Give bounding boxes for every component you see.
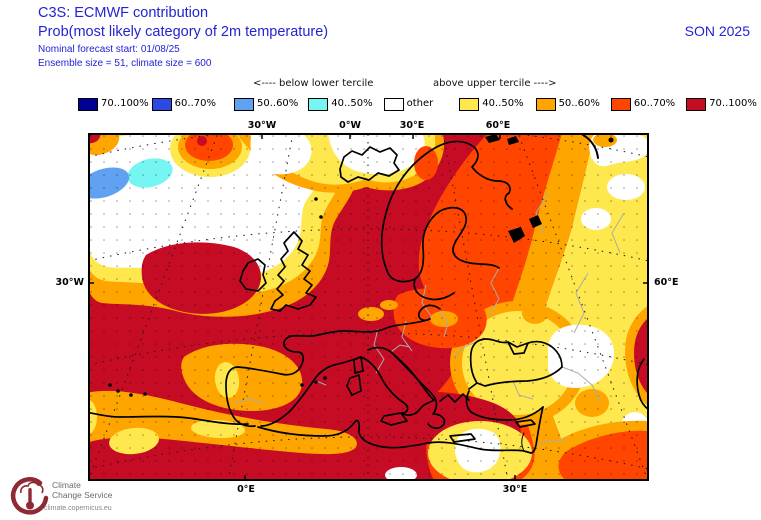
axis-label-bottom-0e: 0°E (237, 484, 255, 495)
lakes-and-islands (108, 134, 542, 397)
axis-label-bottom-30e: 30°E (502, 484, 528, 495)
iberia-coast (225, 356, 361, 428)
legend-swatch (686, 97, 707, 111)
country-borders (233, 192, 625, 446)
below-tercile-header: <---- below lower tercile (253, 78, 374, 89)
legend-swatch (383, 97, 404, 111)
axis-ticks (88, 133, 649, 481)
sicily-coast (380, 412, 408, 426)
legend-item: 40..50% (308, 97, 373, 111)
ensemble-size-line: Ensemble size = 51, climate size = 600 (38, 58, 212, 69)
forecast-start-line: Nominal forecast start: 01/08/25 (38, 44, 180, 55)
thermometer-icon (28, 488, 32, 503)
legend-item: 60..70% (610, 97, 675, 111)
axis-label-top-0w: 0°W (339, 120, 361, 131)
turkey-coast (465, 390, 544, 421)
legend-item: 70..100% (686, 97, 757, 111)
caspian-coast (636, 358, 650, 411)
legend-swatch (233, 97, 254, 111)
legend-swatch (308, 97, 329, 111)
legend-swatch (78, 97, 98, 111)
scandinavia-coast (380, 140, 513, 276)
axis-label-right-60e: 60°E (654, 277, 679, 288)
crete-coast (449, 433, 476, 443)
europe-probability-map (85, 124, 650, 482)
axis-label-left-30w: 30°W (55, 277, 84, 288)
probability-legend: 70..100% 60..70% 50..60% 40..50% other 4… (78, 96, 757, 112)
corsica-coast (353, 356, 364, 374)
europe-map-svg (85, 124, 650, 482)
novaya-zemlya-coast (582, 134, 599, 159)
ireland-coast (239, 258, 267, 292)
figure-title: C3S: ECMWF contribution (38, 5, 209, 21)
nile-river (521, 432, 525, 452)
sardinia-coast (346, 374, 362, 396)
legend-item: other (383, 97, 433, 111)
graticule-dotted-lines (87, 124, 650, 482)
map-frame (88, 133, 649, 481)
great-britain-coast (270, 231, 317, 312)
north-africa-coast (85, 411, 532, 454)
legend-swatch (459, 97, 480, 111)
axis-label-top-30e: 30°E (399, 120, 425, 131)
legend-swatch (151, 97, 172, 111)
legend-swatch (535, 97, 556, 111)
above-tercile-header: above upper tercile ----> (433, 78, 557, 89)
legend-item: 50..60% (233, 97, 298, 111)
iceland-coast (339, 146, 400, 183)
legend-item: 50..60% (535, 97, 600, 111)
cyprus-coast (515, 419, 536, 428)
legend-swatch (610, 97, 631, 111)
adriatic-greece-coast (390, 351, 470, 429)
logo-text-line1: Climate (52, 480, 81, 490)
axis-label-top-60e: 60°E (485, 120, 511, 131)
logo-text-line2: Change Service (52, 490, 113, 500)
levant-coast (530, 406, 544, 454)
north-sea-biscay-coast (237, 304, 441, 376)
baltic-coast (388, 206, 500, 301)
black-sea-coast (468, 338, 563, 390)
axis-label-top-30w: 30°W (247, 120, 277, 131)
cloud-icon (20, 481, 44, 494)
copernicus-c3s-logo (10, 477, 49, 515)
logo-url: climate.copernicus.eu (44, 505, 112, 512)
legend-item: 70..100% (78, 97, 149, 111)
legend-item: 40..50% (459, 97, 524, 111)
figure-subtitle: Prob(most likely category of 2m temperat… (38, 24, 329, 40)
legend-item: 60..70% (151, 97, 216, 111)
season-label: SON 2025 (684, 23, 750, 39)
coastlines (85, 134, 650, 454)
